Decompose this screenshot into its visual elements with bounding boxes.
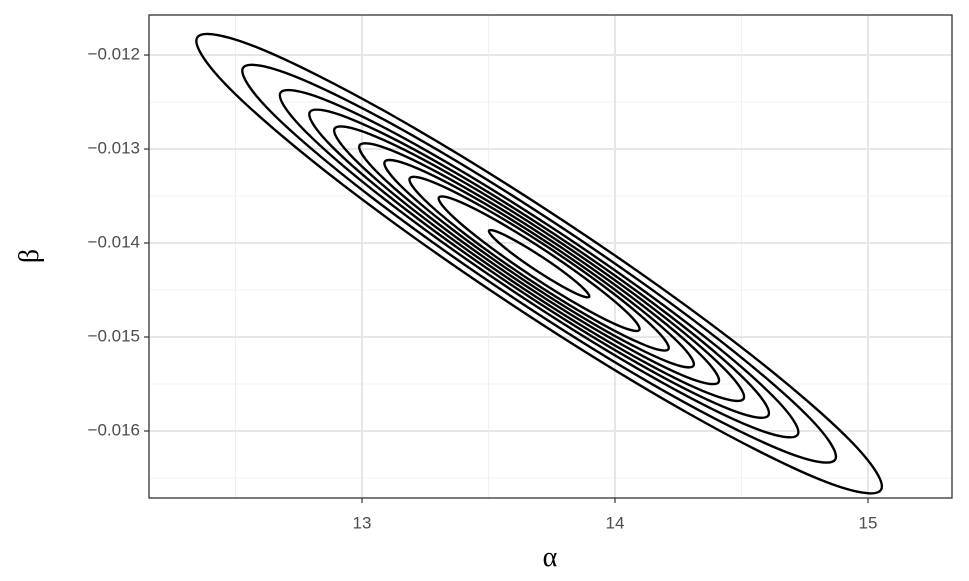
panel-border xyxy=(148,14,953,499)
contour-line xyxy=(358,142,721,386)
y-tick-label: −0.016 xyxy=(88,420,140,439)
contours xyxy=(195,32,884,495)
x-tick-label: 15 xyxy=(859,513,878,532)
y-tick-label: −0.015 xyxy=(88,326,140,345)
x-tick-label: 14 xyxy=(606,513,625,532)
contour-line xyxy=(408,175,670,352)
y-axis-title: β xyxy=(14,249,45,263)
x-tick-label: 13 xyxy=(353,513,372,532)
contour-line xyxy=(487,228,591,299)
contour-line xyxy=(308,108,771,419)
contour-line xyxy=(332,125,746,403)
contour-line xyxy=(437,195,641,333)
ticks: 13 14 15 −0.012 −0.013 −0.014 −0.015 −0.016 xyxy=(88,45,878,533)
y-tick-label: −0.012 xyxy=(88,45,140,64)
contour-line xyxy=(278,88,800,439)
contour-line xyxy=(195,32,884,495)
y-tick-label: −0.013 xyxy=(88,139,140,158)
x-axis-title: α xyxy=(543,542,558,573)
contour-line xyxy=(241,63,838,464)
y-tick-label: −0.014 xyxy=(88,232,140,251)
contour-line xyxy=(383,158,696,369)
